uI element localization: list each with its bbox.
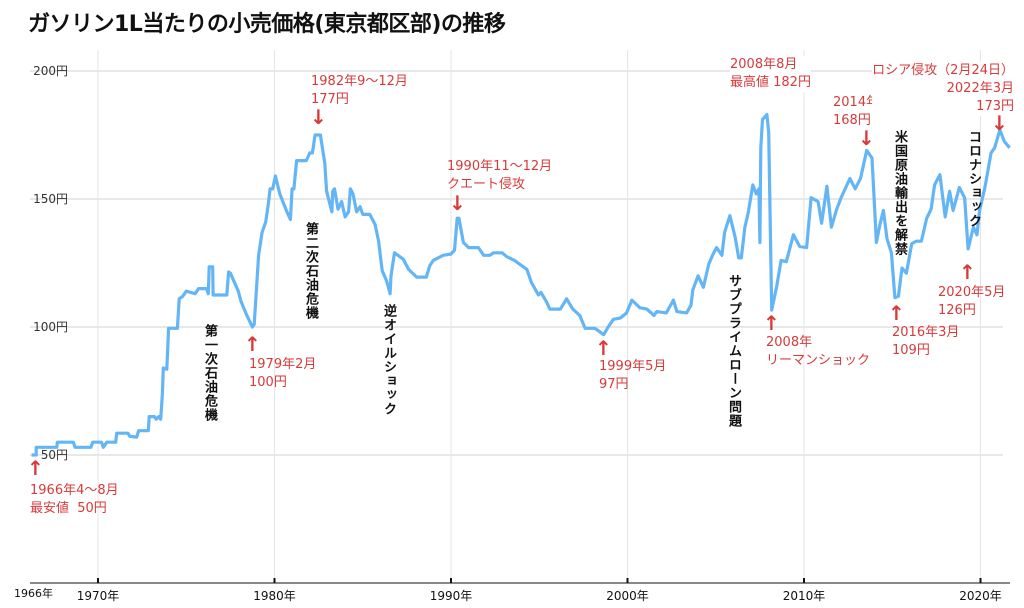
event-label-reverse-oil-shock: 逆オイルショック xyxy=(381,304,396,416)
chart-title: ガソリン1L当たりの小売価格(東京都区部)の推移 xyxy=(28,12,506,37)
event-label-second-oil-crisis: 第二次石油危機 xyxy=(303,222,318,320)
event-label-subprime: サブプライムローン問題 xyxy=(726,274,741,428)
x-tick-label: 1966年 xyxy=(14,586,53,600)
arrow-up-icon: ↑ xyxy=(763,311,780,335)
x-tick-label: 1970年 xyxy=(77,589,120,603)
annotation-1979: 1979年2月 100円 xyxy=(249,357,317,390)
annotation-2016: 2016年3月 109円 xyxy=(892,325,960,358)
y-tick-label: 50円 xyxy=(41,448,68,462)
y-tick-label: 150円 xyxy=(33,192,68,206)
arrow-down-icon: ↓ xyxy=(449,191,466,215)
annotation-2022: ロシア侵攻（2月24日） 2022年3月 173円 xyxy=(872,62,1014,116)
event-label-corona: コロナショック xyxy=(966,130,981,228)
y-tick-label: 100円 xyxy=(33,320,68,334)
arrow-down-icon: ↓ xyxy=(310,105,327,129)
arrow-down-icon: ↓ xyxy=(991,111,1008,135)
x-tick-label: 2020年 xyxy=(959,589,1002,603)
x-tick-label: 2010年 xyxy=(783,589,826,603)
event-label-us-crude-export: 米国原油輸出を解禁 xyxy=(892,130,907,256)
x-tick-label: 1980年 xyxy=(253,589,296,603)
annotation-1990: 1990年11～12月 クエート侵攻 xyxy=(447,159,553,192)
arrow-up-icon: ↑ xyxy=(888,301,905,325)
annotation-2008-max: 2008年8月 最高値 182円 xyxy=(730,56,811,92)
arrow-up-icon: ↑ xyxy=(244,332,261,356)
x-tick-label: 1990年 xyxy=(430,589,473,603)
y-tick-label: 200円 xyxy=(33,64,68,78)
arrow-up-icon: ↑ xyxy=(27,456,44,480)
annotation-2020: 2020年5月 126円 xyxy=(938,285,1006,318)
annotation-2008-lehman: 2008年 リーマンショック xyxy=(766,335,871,368)
arrow-up-icon: ↑ xyxy=(959,260,976,284)
annotation-1982: 1982年9～12月 177円 xyxy=(311,74,408,107)
price-series-line xyxy=(31,112,1011,457)
annotation-1966-min: 1966年4～8月 最安値 50円 xyxy=(30,483,119,516)
arrow-up-icon: ↑ xyxy=(595,336,612,360)
annotation-1999: 1999年5月 97円 xyxy=(599,359,667,392)
x-tick-label: 2000年 xyxy=(606,589,649,603)
arrow-down-icon: ↓ xyxy=(858,126,875,150)
event-label-first-oil-crisis: 第一次石油危機 xyxy=(202,324,217,422)
